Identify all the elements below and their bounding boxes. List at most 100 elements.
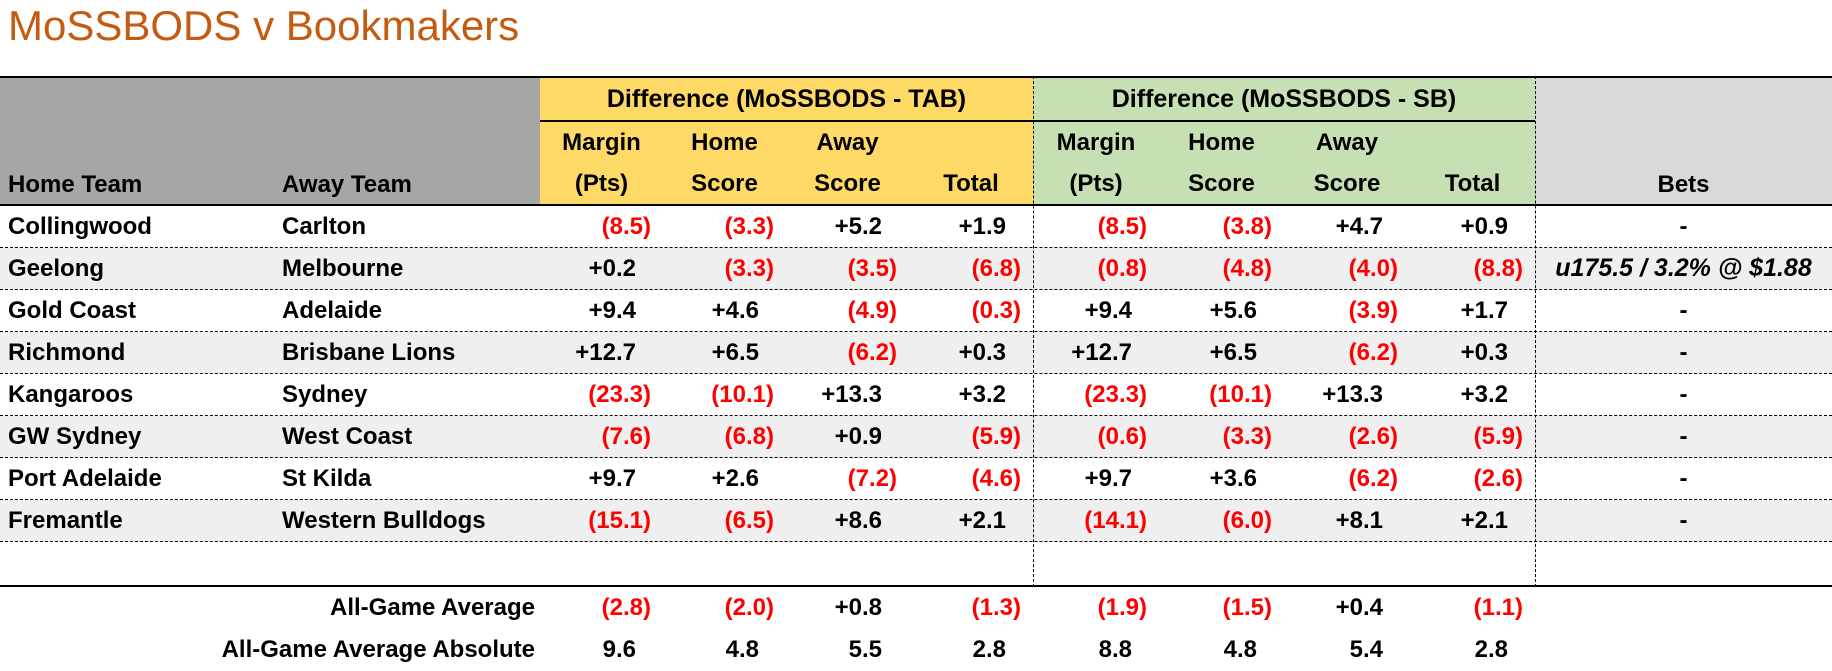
- value-cell: +1.7: [1460, 296, 1508, 324]
- value-cell: +0.9: [834, 422, 882, 450]
- home-team-cell: Richmond: [8, 338, 126, 366]
- away-team-cell: West Coast: [282, 422, 413, 450]
- table-header: Home Team Away Team Difference (MoSSBODS…: [0, 76, 1832, 206]
- col-header-sb-margin: Margin (Pts): [1033, 122, 1159, 204]
- value-cell: 4.8: [1223, 636, 1257, 663]
- value-cell: (5.9): [971, 422, 1021, 450]
- value-cell: (4.0): [1348, 254, 1398, 282]
- value-cell: +9.7: [1084, 464, 1132, 492]
- comparison-table: Home Team Away Team Difference (MoSSBODS…: [0, 76, 1832, 671]
- value-cell: (1.1): [1473, 594, 1523, 621]
- value-cell: (23.3): [588, 380, 651, 408]
- value-cell: 5.5: [848, 636, 882, 663]
- table-body: Collingwood Carlton (8.5) (3.3) +5.2 +1.9 (8.5…: [0, 206, 1832, 542]
- value-cell: (8.8): [1473, 254, 1523, 282]
- value-cell: (1.3): [971, 594, 1021, 621]
- summary-row: All-Game Average (2.8) (2.0) +0.8 (1.3) (1.9)…: [0, 587, 1832, 629]
- value-cell: (7.6): [601, 422, 651, 450]
- value-cell: +5.2: [834, 212, 882, 240]
- value-cell: +1.9: [958, 212, 1006, 240]
- value-cell: (10.1): [1209, 380, 1272, 408]
- value-cell: 8.8: [1098, 636, 1132, 663]
- spacer-row: [0, 542, 1832, 587]
- home-team-cell: Geelong: [8, 254, 105, 282]
- value-cell: (6.8): [724, 422, 774, 450]
- home-team-cell: Gold Coast: [8, 296, 137, 324]
- value-cell: (0.3): [971, 296, 1021, 324]
- summary-label: All-Game Average Absolute: [221, 636, 535, 663]
- team-header-cell: Home Team Away Team: [0, 78, 540, 204]
- value-cell: (5.9): [1473, 422, 1523, 450]
- table-row: Geelong Melbourne +0.2 (3.3) (3.5) (6.8) (0.8)…: [0, 248, 1832, 290]
- tab-section-header: Difference (MoSSBODS - TAB): [540, 78, 1033, 122]
- bets-cell: -: [1679, 338, 1688, 366]
- value-cell: (3.3): [724, 254, 774, 282]
- col-header-sb-total: Total: [1410, 122, 1535, 204]
- value-cell: (4.6): [971, 464, 1021, 492]
- value-cell: (3.5): [847, 254, 897, 282]
- value-cell: 9.6: [602, 636, 636, 663]
- col-header-tab-home-score: Home Score: [663, 122, 786, 204]
- value-cell: +0.3: [958, 338, 1006, 366]
- bets-cell: -: [1679, 380, 1688, 408]
- bets-cell: u175.5 / 3.2% @ $1.88: [1555, 254, 1812, 282]
- col-header-tab-total: Total: [909, 122, 1033, 204]
- bets-cell: -: [1679, 422, 1688, 450]
- col-header-tab-margin: Margin (Pts): [540, 122, 663, 204]
- bets-cell: -: [1679, 296, 1688, 324]
- table-row: Kangaroos Sydney (23.3) (10.1) +13.3 +3.2 (23.…: [0, 374, 1832, 416]
- home-team-cell: Kangaroos: [8, 380, 134, 408]
- value-cell: +12.7: [575, 338, 636, 366]
- away-team-cell: Adelaide: [282, 296, 383, 324]
- value-cell: 5.4: [1349, 636, 1383, 663]
- value-cell: (8.5): [1097, 212, 1147, 240]
- value-cell: +2.1: [1460, 506, 1508, 534]
- value-cell: (2.6): [1473, 464, 1523, 492]
- value-cell: +2.6: [711, 464, 759, 492]
- value-cell: (6.5): [724, 506, 774, 534]
- value-cell: (6.2): [1348, 464, 1398, 492]
- value-cell: (15.1): [588, 506, 651, 534]
- away-team-cell: Western Bulldogs: [282, 506, 486, 534]
- value-cell: (6.2): [847, 338, 897, 366]
- table-row: Richmond Brisbane Lions +12.7 +6.5 (6.2) +0.3…: [0, 332, 1832, 374]
- col-header-tab-away-score: Away Score: [786, 122, 909, 204]
- value-cell: +9.4: [588, 296, 636, 324]
- away-team-cell: Brisbane Lions: [282, 338, 456, 366]
- value-cell: +8.1: [1335, 506, 1383, 534]
- value-cell: +13.3: [1322, 380, 1383, 408]
- summary-rows: All-Game Average (2.8) (2.0) +0.8 (1.3) (1.9)…: [0, 587, 1832, 671]
- value-cell: 2.8: [972, 636, 1006, 663]
- value-cell: +3.2: [958, 380, 1006, 408]
- value-cell: +4.7: [1335, 212, 1383, 240]
- value-cell: (4.9): [847, 296, 897, 324]
- table-row: Fremantle Western Bulldogs (15.1) (6.5) +8.6…: [0, 500, 1832, 542]
- table-row: Port Adelaide St Kilda +9.7 +2.6 (7.2) (4.6) +…: [0, 458, 1832, 500]
- value-cell: (0.6): [1097, 422, 1147, 450]
- value-cell: (2.0): [724, 594, 774, 621]
- table-row: Gold Coast Adelaide +9.4 +4.6 (4.9) (0.3) +9.4…: [0, 290, 1832, 332]
- away-team-cell: Sydney: [282, 380, 368, 408]
- table-row: GW Sydney West Coast (7.6) (6.8) +0.9 (5.9) (0…: [0, 416, 1832, 458]
- value-cell: +0.8: [834, 594, 882, 621]
- value-cell: (4.8): [1222, 254, 1272, 282]
- value-cell: +13.3: [821, 380, 882, 408]
- value-cell: +4.6: [711, 296, 759, 324]
- value-cell: (0.8): [1097, 254, 1147, 282]
- value-cell: +2.1: [958, 506, 1006, 534]
- away-team-cell: Melbourne: [282, 254, 404, 282]
- sb-section-header: Difference (MoSSBODS - SB): [1033, 78, 1535, 122]
- value-cell: (6.8): [971, 254, 1021, 282]
- value-cell: (2.8): [601, 594, 651, 621]
- value-cell: +8.6: [834, 506, 882, 534]
- home-team-cell: Port Adelaide: [8, 464, 162, 492]
- value-cell: +0.9: [1460, 212, 1508, 240]
- home-team-header: Home Team: [8, 171, 143, 198]
- home-team-cell: Fremantle: [8, 506, 123, 534]
- tab-sb-divider: [1033, 76, 1034, 587]
- value-cell: (1.5): [1222, 594, 1272, 621]
- home-team-cell: Collingwood: [8, 212, 152, 240]
- value-cell: +3.2: [1460, 380, 1508, 408]
- away-team-cell: St Kilda: [282, 464, 372, 492]
- page-title: MoSSBODS v Bookmakers: [8, 2, 520, 49]
